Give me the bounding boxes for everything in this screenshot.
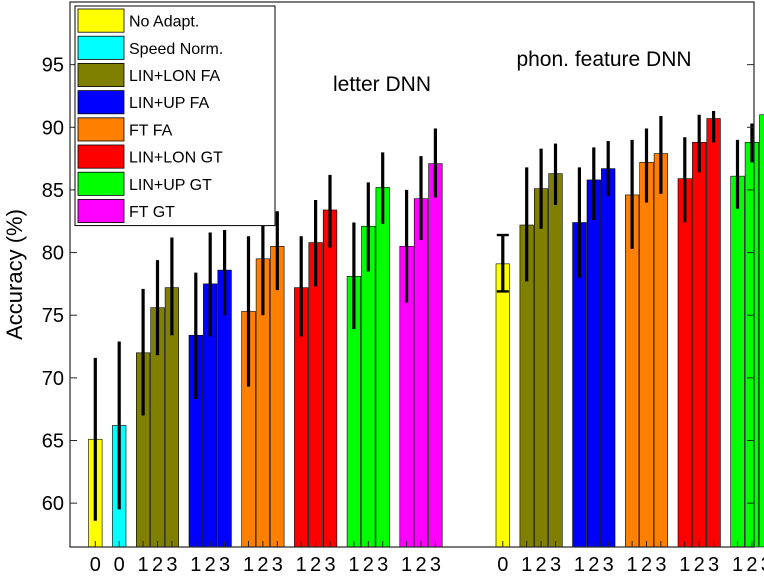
x-tick-label: 1 <box>243 554 254 576</box>
x-tick-label: 2 <box>205 554 216 576</box>
bar <box>730 175 745 548</box>
bar <box>601 168 616 548</box>
y-tick-label: 80 <box>42 243 64 265</box>
plot-frame <box>69 1 755 548</box>
y-axis: 60 65 70 75 80 85 90 95 <box>42 55 754 515</box>
x-tick-label: 3 <box>708 554 719 576</box>
x-axis: 001231231231231231230123123123123123123 <box>90 541 764 576</box>
x-tick-label: 2 <box>310 554 321 576</box>
y-tick-label: 95 <box>42 55 64 77</box>
y-tick-label: 70 <box>42 368 64 390</box>
x-tick-label: 2 <box>588 554 599 576</box>
bar <box>744 142 759 548</box>
y-tick-label: 90 <box>42 117 64 139</box>
x-tick-label: 2 <box>694 554 705 576</box>
x-tick-label: 3 <box>166 554 177 576</box>
x-tick-label: 1 <box>138 554 149 576</box>
x-tick-label: 1 <box>190 554 201 576</box>
legend: No Adapt. Speed Norm. LIN+LON FA LIN+UP FA F… <box>74 5 276 227</box>
x-tick-label: 1 <box>574 554 585 576</box>
legend-label: LIN+LON FA <box>129 68 220 85</box>
x-tick-label: 2 <box>746 554 757 576</box>
x-tick-label: 3 <box>377 554 388 576</box>
x-tick-label: 3 <box>430 554 441 576</box>
x-tick-label: 1 <box>521 554 532 576</box>
x-tick-label: 2 <box>152 554 163 576</box>
legend-label: LIN+UP FA <box>129 95 210 112</box>
legend-swatch <box>77 35 125 60</box>
bar <box>308 242 323 548</box>
annotation-phon-feature-dnn: phon. feature DNN <box>516 48 691 71</box>
x-tick-label: 1 <box>296 554 307 576</box>
bar <box>548 173 563 548</box>
y-tick-label: 60 <box>42 493 64 515</box>
x-tick-label: 3 <box>272 554 283 576</box>
bars-layer <box>88 114 764 548</box>
x-tick-label: 1 <box>401 554 412 576</box>
legend-label: LIN+UP GT <box>129 177 212 194</box>
legend-label: LIN+LON GT <box>129 150 223 167</box>
y-tick-label: 65 <box>42 431 64 453</box>
bar <box>586 179 601 548</box>
x-tick-label: 2 <box>641 554 652 576</box>
x-tick-label: 3 <box>655 554 666 576</box>
bar <box>653 153 668 548</box>
x-tick-label: 3 <box>219 554 230 576</box>
legend-swatch <box>77 8 125 33</box>
x-tick-label: 0 <box>114 554 125 576</box>
bar <box>759 114 764 548</box>
bar <box>413 198 429 548</box>
x-tick-label: 3 <box>761 554 764 576</box>
y-tick-label: 75 <box>42 305 64 327</box>
bar <box>322 209 338 548</box>
legend-swatch <box>77 171 125 196</box>
legend-swatch <box>77 90 125 115</box>
x-tick-label: 1 <box>679 554 690 576</box>
bar <box>692 142 707 548</box>
x-tick-label: 2 <box>536 554 547 576</box>
annotation-letter-dnn: letter DNN <box>333 73 431 96</box>
bar <box>270 246 285 548</box>
x-tick-label: 1 <box>627 554 638 576</box>
x-tick-label: 2 <box>363 554 374 576</box>
legend-swatch <box>77 117 125 142</box>
bar <box>495 263 510 548</box>
bar <box>677 178 692 548</box>
x-tick-label: 0 <box>497 554 508 576</box>
y-tick-label: 85 <box>42 180 64 202</box>
x-tick-label: 2 <box>415 554 426 576</box>
legend-swatch <box>77 198 125 223</box>
legend-label: No Adapt. <box>129 14 199 31</box>
legend-label: FT FA <box>129 122 173 139</box>
y-axis-label: Accuracy (%) <box>2 209 27 340</box>
x-tick-label: 0 <box>90 554 101 576</box>
legend-swatch <box>77 63 125 88</box>
bar <box>361 225 376 548</box>
bar <box>428 163 443 548</box>
x-tick-label: 3 <box>603 554 614 576</box>
x-tick-label: 3 <box>324 554 335 576</box>
bar <box>375 187 390 548</box>
x-tick-label: 3 <box>550 554 561 576</box>
error-bars-layer <box>93 111 754 521</box>
x-tick-label: 1 <box>348 554 359 576</box>
legend-label: Speed Norm. <box>129 41 223 58</box>
bar <box>706 118 721 548</box>
legend-swatch <box>77 144 125 169</box>
bar <box>533 188 549 548</box>
bar <box>639 162 654 548</box>
x-tick-label: 1 <box>732 554 743 576</box>
legend-label: FT GT <box>129 204 175 221</box>
x-tick-label: 2 <box>257 554 268 576</box>
